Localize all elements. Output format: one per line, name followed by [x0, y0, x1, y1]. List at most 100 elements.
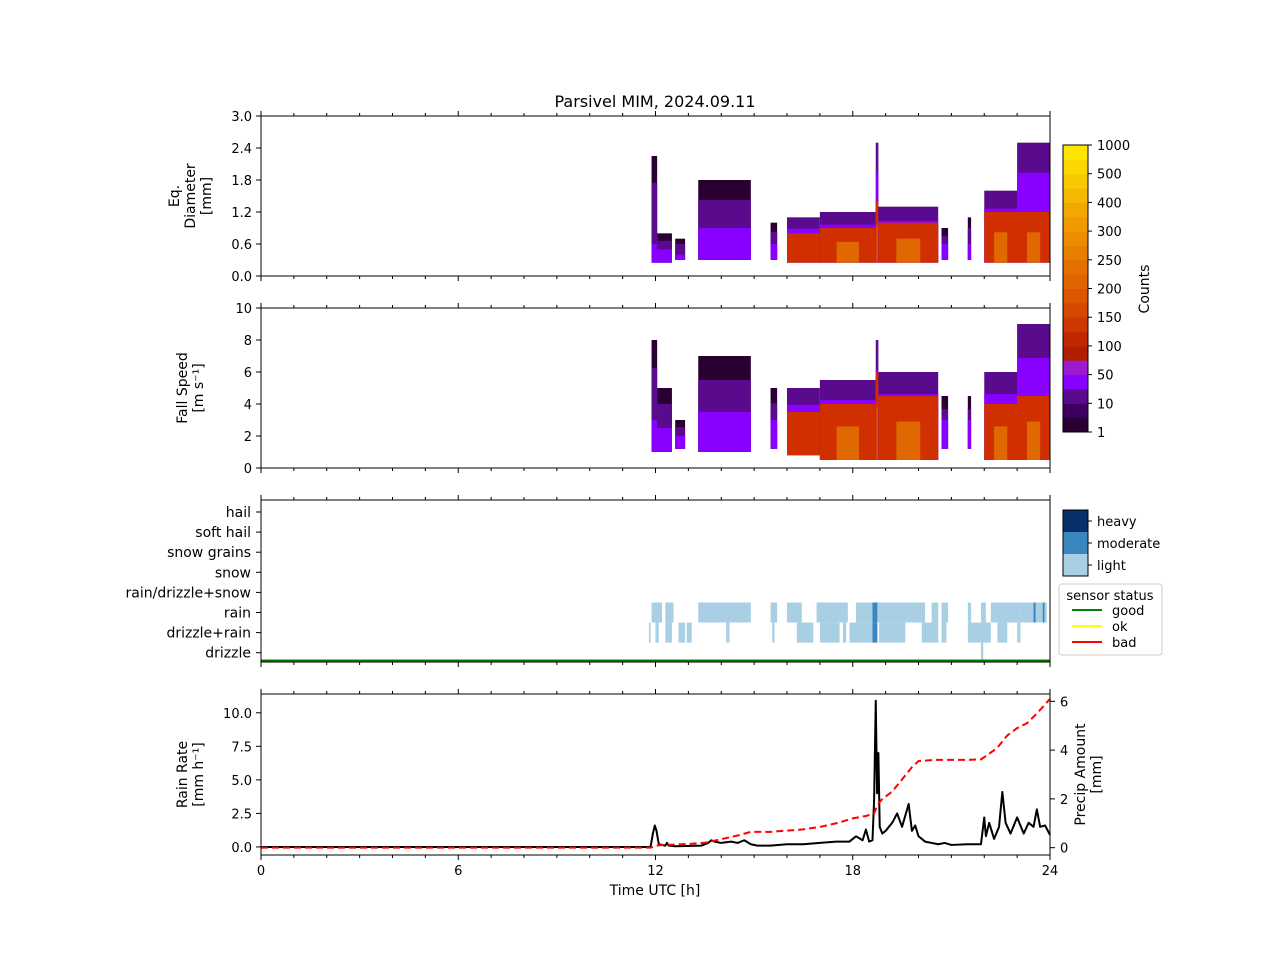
diameter-panel: 0.0 0.6 1.2 1.8 2.4 3.0 Eq. Diameter [mm] [167, 110, 1051, 285]
rain-band [665, 602, 674, 623]
diameter-y-tick-label: 2.4 [231, 142, 252, 157]
diameter-cell [770, 244, 778, 260]
counts-colorbar-label: Counts [1137, 265, 1153, 314]
intensity-label: light [1097, 559, 1126, 574]
fall-speed-y-tick-label: 6 [244, 366, 252, 381]
counts-colorbar-tick-label: 50 [1097, 369, 1114, 384]
fall-speed-cell [651, 420, 658, 452]
precip-type-label: snow grains [167, 545, 251, 561]
drizzle-rain-band [686, 622, 692, 643]
precip-amount-y-tick-label: 6 [1060, 695, 1068, 710]
fall-speed-cell [994, 426, 1008, 460]
counts-colorbar-tick-label: 100 [1097, 340, 1122, 355]
intensity-swatch [1063, 532, 1088, 555]
counts-colorbar-swatch [1063, 403, 1088, 419]
intensity-label: moderate [1097, 537, 1160, 552]
rain-rate-line [261, 699, 1051, 848]
drizzle-rain-band [678, 622, 686, 643]
x-tick-label: 24 [1042, 864, 1059, 879]
x-axis-label: Time UTC [h] [609, 883, 701, 899]
precip-type-label: snow [215, 565, 251, 581]
counts-colorbar-swatch [1063, 274, 1088, 289]
counts-colorbar-swatch [1063, 360, 1088, 376]
rain-band [770, 602, 778, 623]
precip-amount-line [261, 698, 1051, 849]
drizzle-rain-band [842, 622, 847, 643]
counts-colorbar-swatch [1063, 288, 1088, 304]
counts-colorbar-swatch [1063, 302, 1088, 318]
fall-speed-y-tick-label: 0 [244, 462, 252, 477]
fall-speed-y-tick-label: 8 [244, 334, 252, 349]
diameter-cell [1026, 232, 1041, 263]
legend-label-bad: bad [1112, 636, 1136, 651]
diameter-y-tick-label: 3.0 [231, 110, 252, 125]
intensity-colorbar-frame [1062, 509, 1089, 577]
rain-band [1042, 602, 1045, 623]
diameter-cell [675, 254, 686, 260]
rain-band [787, 602, 802, 623]
drizzle-rain-band [941, 622, 947, 643]
rain-band [877, 602, 926, 623]
rain-rate-y-label: Rain Rate [175, 741, 191, 808]
rain-rate-y-tick-label: 5.0 [231, 774, 252, 789]
counts-colorbar-tick-label: 250 [1097, 254, 1122, 269]
rain-rate-y-tick-label: 10.0 [223, 707, 252, 722]
diameter-y-label: Eq. [167, 185, 183, 207]
diameter-cell [941, 244, 949, 260]
x-tick-label: 0 [257, 864, 265, 879]
drizzle-rain-band [648, 622, 651, 643]
drizzle-rain-band [997, 622, 1008, 643]
intensity-swatch [1063, 554, 1088, 577]
x-tick-label: 12 [647, 864, 664, 879]
rain-band [931, 602, 939, 623]
drizzle-rain-band [655, 622, 659, 643]
counts-colorbar-swatch [1063, 231, 1088, 246]
counts-colorbar-tick-label: 1000 [1097, 139, 1130, 154]
legend-box [1058, 583, 1163, 656]
legend-label-good: good [1112, 604, 1144, 619]
counts-colorbar-swatch [1063, 145, 1088, 160]
precip-amount-y-tick-label: 2 [1060, 793, 1068, 808]
precip-type-label: rain [224, 606, 251, 622]
rain-band [980, 602, 986, 623]
counts-colorbar-swatch [1063, 216, 1088, 232]
precip-type-label: drizzle+rain [166, 626, 251, 642]
counts-colorbar-swatch [1063, 317, 1088, 333]
counts-colorbar-tick-label: 500 [1097, 168, 1122, 183]
precip-type-panel: hail soft hail snow grains snow rain/drizzle… [126, 495, 1051, 667]
precip-type-label: hail [226, 505, 251, 521]
rain-rate-y-tick-label: 2.5 [231, 807, 252, 822]
counts-colorbar-swatch [1063, 259, 1088, 275]
counts-colorbar-swatch [1063, 345, 1088, 361]
rain-band [698, 602, 751, 623]
precip-type-label: soft hail [195, 525, 251, 541]
diameter-cell [787, 233, 820, 263]
fall-speed-cell [675, 436, 686, 449]
counts-colorbar-swatch [1063, 388, 1088, 404]
precip-type-label: rain/drizzle+snow [126, 585, 251, 601]
fall-speed-cell [651, 368, 658, 452]
diameter-y-label: Diameter [183, 163, 199, 229]
fall-speed-y-label: Fall Speed [175, 352, 191, 423]
fall-speed-cell [836, 426, 859, 460]
diameter-cell [698, 228, 751, 260]
rain-band [967, 602, 972, 623]
drizzle-rain-band [665, 622, 672, 643]
rain-band [990, 602, 1021, 623]
drizzle-rain-band [1017, 622, 1021, 643]
drizzle-band [980, 642, 984, 663]
diameter-y-label: [mm] [199, 177, 215, 215]
counts-colorbar-swatch [1063, 245, 1088, 261]
counts-colorbar-swatch [1063, 173, 1088, 189]
precip-amount-y-label: [mm] [1089, 755, 1105, 793]
diameter-cell [657, 249, 672, 263]
diameter-cell [675, 244, 686, 260]
counts-colorbar-swatch [1063, 417, 1088, 433]
chart-title: Parsivel MIM, 2024.09.11 [554, 92, 755, 111]
diameter-cell [967, 244, 972, 260]
fall-speed-cell [787, 412, 820, 456]
fall-speed-y-tick-label: 4 [244, 398, 252, 413]
x-tick-label: 6 [454, 864, 462, 879]
rain-rate-y-label: [mm h⁻¹] [191, 742, 207, 807]
